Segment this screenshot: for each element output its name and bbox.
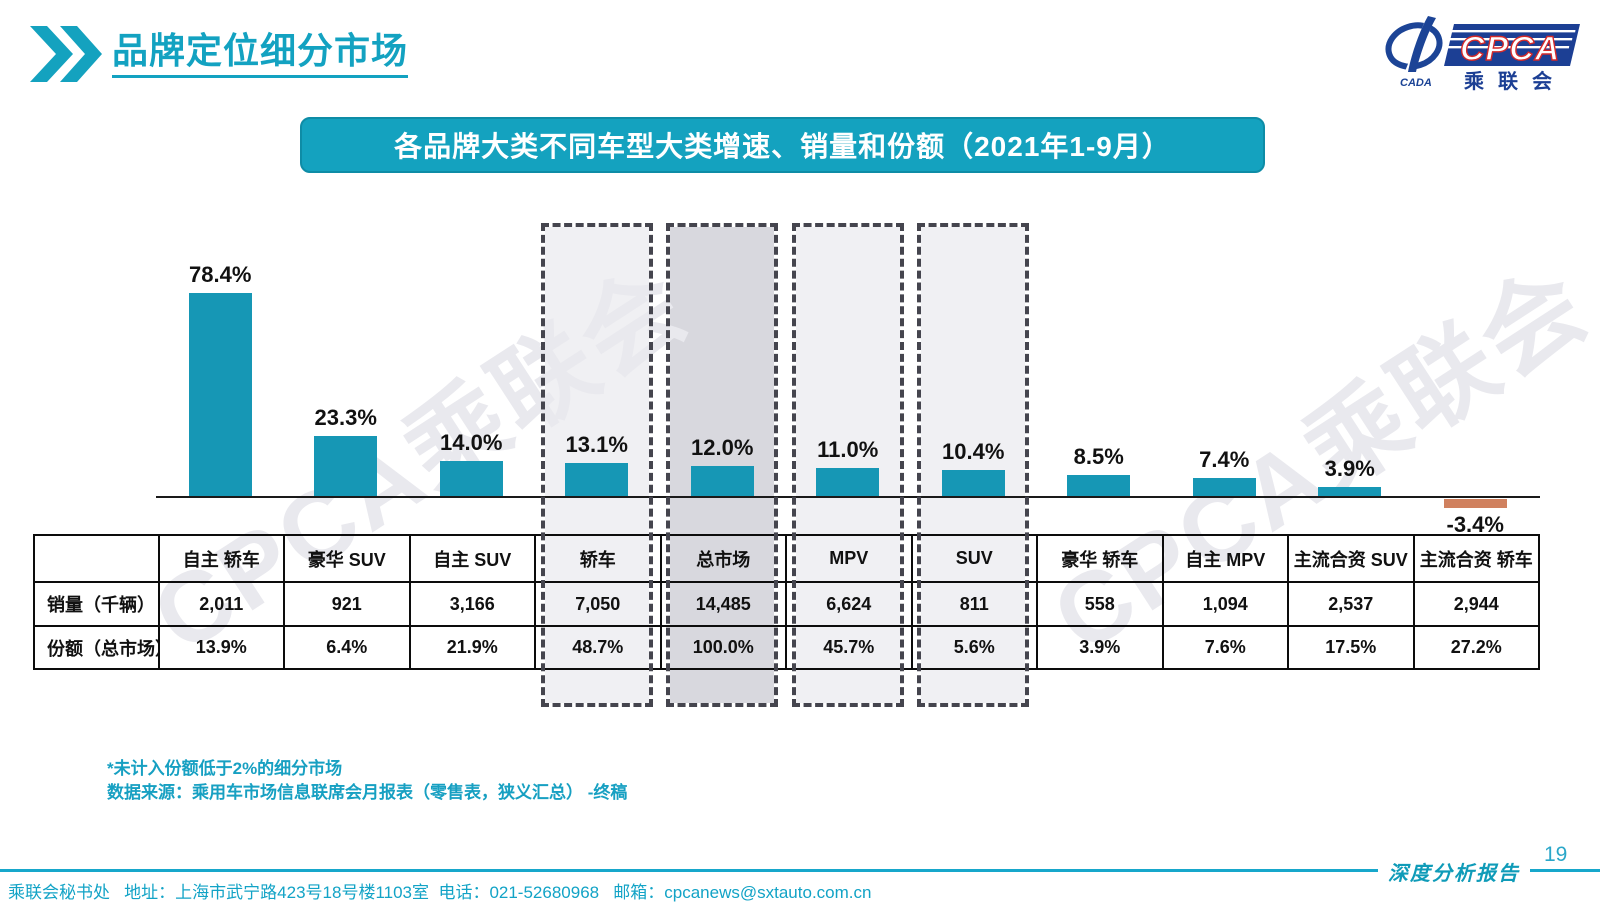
table-cell-sales: 3,166 xyxy=(408,581,536,627)
table-header-cell: 主流合资 SUV xyxy=(1287,534,1415,583)
bar-value-label: 11.0% xyxy=(817,437,879,463)
table-header-cell: 自主 SUV xyxy=(408,534,536,583)
table-cell-sales: 7,050 xyxy=(534,581,662,627)
footer-divider-line xyxy=(0,869,1600,872)
row-label-sales: 销量（千辆） xyxy=(33,581,160,627)
table-cell-sales: 921 xyxy=(283,581,411,627)
chart-title-banner: 各品牌大类不同车型大类增速、销量和份额（2021年1-9月） xyxy=(300,117,1265,173)
table-header-cell: 豪华 SUV xyxy=(283,534,411,583)
bar-value-label: 3.9% xyxy=(1324,455,1375,481)
table-cell-share: 48.7% xyxy=(534,625,662,670)
table-header-cell: 总市场 xyxy=(659,534,787,583)
chart-title: 各品牌大类不同车型大类增速、销量和份额（2021年1-9月） xyxy=(394,131,1171,162)
table-cell-sales: 2,944 xyxy=(1412,581,1540,627)
table-cell-sales: 2,011 xyxy=(157,581,285,627)
double-chevron-icon xyxy=(30,26,102,82)
table-cell-share: 3.9% xyxy=(1036,625,1164,670)
table-corner-cell xyxy=(33,534,160,583)
bar-value-label: 13.1% xyxy=(565,431,628,457)
table-header-cell: SUV xyxy=(910,534,1038,583)
page-number: 19 xyxy=(1544,843,1568,866)
chart-bar xyxy=(941,469,1005,497)
chart-bar xyxy=(1067,474,1131,497)
highlight-box-border xyxy=(666,223,779,707)
table-header-cell: 自主 MPV xyxy=(1161,534,1289,583)
footnote-exclusion: *未计入份额低于2%的细分市场 xyxy=(107,759,343,778)
table-cell-sales: 558 xyxy=(1036,581,1164,627)
cpca-logo: CADA CPCA 乘联会 xyxy=(1385,16,1580,92)
x-axis-line xyxy=(156,496,1540,498)
chart-bar xyxy=(690,465,754,497)
table-header-cell: MPV xyxy=(785,534,913,583)
table-header-cell: 主流合资 轿车 xyxy=(1412,534,1540,583)
table-cell-share: 45.7% xyxy=(785,625,913,670)
highlight-box-border xyxy=(917,223,1030,707)
table-cell-share: 7.6% xyxy=(1161,625,1289,670)
chart-bar xyxy=(188,293,252,497)
row-label-share: 份额（总市场） xyxy=(33,625,160,670)
table-cell-share: 6.4% xyxy=(283,625,411,670)
table-cell-share: 5.6% xyxy=(910,625,1038,670)
table-cell-sales: 6,624 xyxy=(785,581,913,627)
highlight-box-border xyxy=(540,223,653,707)
footer-contact: 乘联会秘书处 地址：上海市武宁路423号18号楼1103室 电话：021-526… xyxy=(8,883,872,902)
table-cell-sales: 2,537 xyxy=(1287,581,1415,627)
bar-value-label: 7.4% xyxy=(1199,446,1250,472)
table-cell-sales: 811 xyxy=(910,581,1038,627)
chart-bar xyxy=(816,468,880,497)
cpca-acronym-text: CPCA xyxy=(1460,30,1560,68)
table-cell-sales: 14,485 xyxy=(659,581,787,627)
highlight-box-border xyxy=(791,223,904,707)
table-cell-share: 27.2% xyxy=(1412,625,1540,670)
table-header-cell: 轿车 xyxy=(534,534,662,583)
bar-value-label: 10.4% xyxy=(942,438,1005,464)
page-title: 品牌定位细分市场 xyxy=(112,30,409,79)
cpca-chinese-text: 乘联会 xyxy=(1463,69,1566,92)
table-header-cell: 自主 轿车 xyxy=(157,534,285,583)
data-table: 自主 轿车 豪华 SUV 自主 SUV 轿车 总市场 MPV SUV 豪华 轿车 自主 MPV 主… xyxy=(33,534,1540,670)
bar-value-label: 23.3% xyxy=(314,405,377,431)
table-header-cell: 豪华 轿车 xyxy=(1036,534,1164,583)
header: 品牌定位细分市场 xyxy=(30,26,409,82)
bar-value-label: 8.5% xyxy=(1073,443,1124,469)
footnote-source: 数据来源：乘用车市场信息联席会月报表（零售表，狭义汇总） -终稿 xyxy=(107,783,628,802)
table-cell-share: 100.0% xyxy=(659,625,787,670)
sales-share-table: 自主 轿车 豪华 SUV 自主 SUV 轿车 总市场 MPV SUV 豪华 轿车 自主 MPV 主… xyxy=(33,534,1540,670)
table-cell-sales: 1,094 xyxy=(1161,581,1289,627)
chart-bar xyxy=(1318,486,1382,497)
chart-bar xyxy=(314,436,378,497)
chart-bar xyxy=(565,462,629,497)
bar-value-label: -3.4% xyxy=(1446,511,1504,537)
bar-value-label: 12.0% xyxy=(691,434,754,460)
bar-value-label: 14.0% xyxy=(440,429,503,455)
chart-bar xyxy=(439,460,503,497)
cada-badge-text: CADA xyxy=(1400,77,1432,89)
bar-value-label: 78.4% xyxy=(189,262,252,288)
chart-bar xyxy=(1192,477,1256,497)
table-cell-share: 13.9% xyxy=(157,625,285,670)
report-type-label: 深度分析报告 xyxy=(1378,857,1530,886)
table-cell-share: 21.9% xyxy=(408,625,536,670)
chart-bar xyxy=(1443,499,1507,508)
table-cell-share: 17.5% xyxy=(1287,625,1415,670)
